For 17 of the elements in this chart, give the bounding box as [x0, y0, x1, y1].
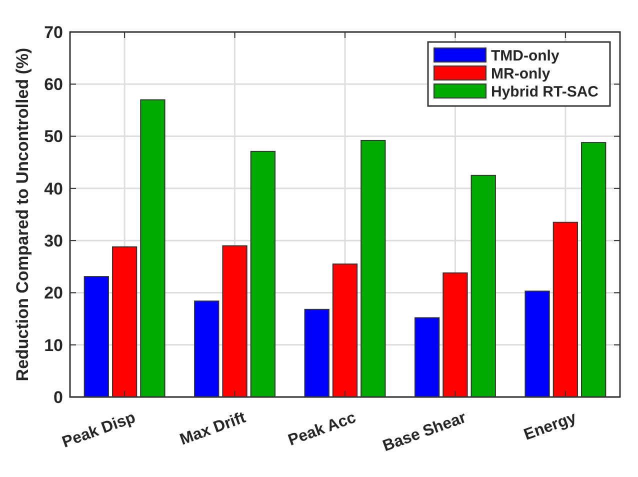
- legend-label: Hybrid RT-SAC: [491, 83, 599, 100]
- legend-label: TMD-only: [491, 47, 560, 64]
- legend-label: MR-only: [491, 65, 551, 82]
- y-tick-label: 10: [44, 336, 63, 355]
- x-tick-label: Peak Acc: [286, 409, 358, 450]
- y-tick-label: 40: [44, 179, 63, 198]
- y-tick-label: 70: [44, 22, 63, 42]
- y-axis-title: Reduction Compared to Uncontrolled (%): [13, 48, 32, 382]
- x-tick-label: Energy: [522, 409, 579, 444]
- x-tick-label: Base Shear: [380, 409, 468, 456]
- y-tick-label: 30: [44, 232, 63, 251]
- y-tick-label: 20: [44, 284, 63, 303]
- y-tick-label: 50: [44, 127, 63, 146]
- y-tick-label: 60: [44, 75, 63, 94]
- x-tick-label: Max Drift: [178, 409, 249, 449]
- x-tick-label: Peak Disp: [60, 409, 138, 452]
- y-tick-label: 0: [54, 388, 63, 407]
